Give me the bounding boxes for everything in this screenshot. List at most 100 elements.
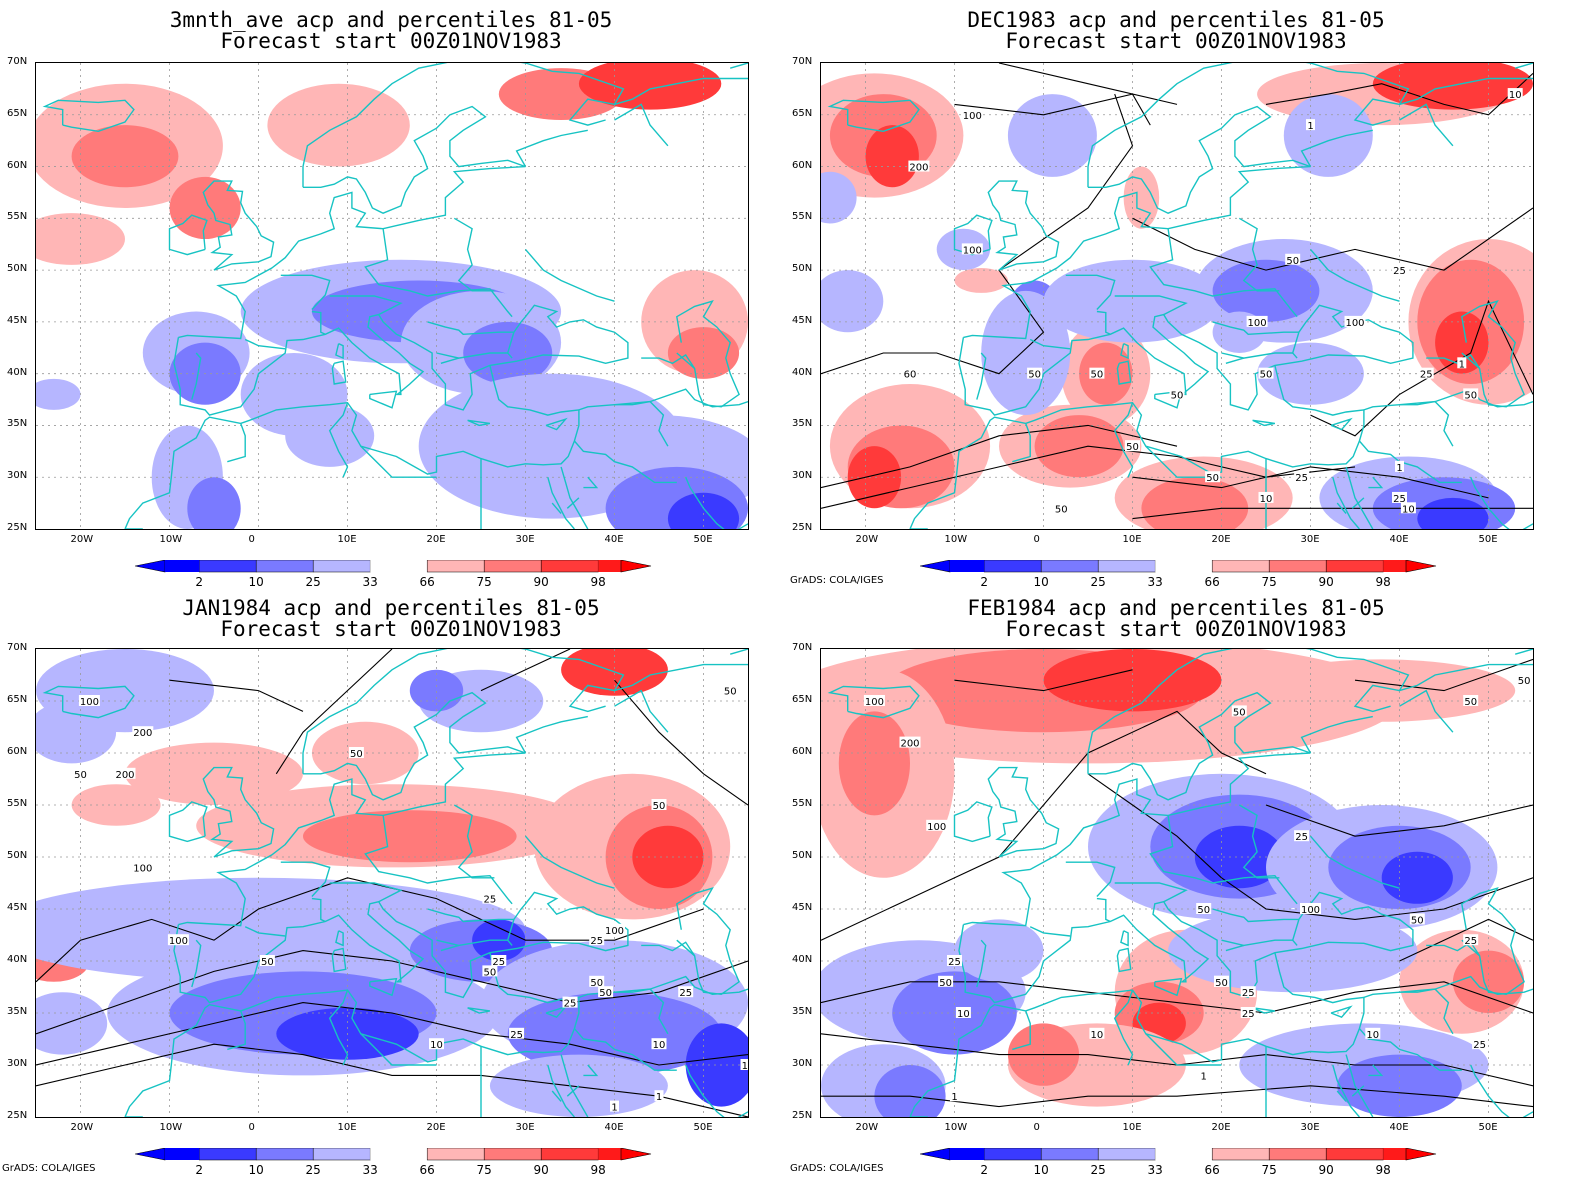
contour-label-text: 200	[133, 728, 152, 739]
contour-label-bg	[1214, 975, 1229, 987]
coastline	[1065, 861, 1116, 897]
coastline	[1470, 476, 1533, 529]
coastline	[453, 804, 495, 879]
coastline	[1461, 887, 1525, 996]
colorbar-label: 25	[306, 575, 321, 589]
lon-label: 0	[248, 1122, 255, 1133]
coastline	[1399, 77, 1533, 106]
colorbar-label: 98	[591, 575, 606, 589]
contour-label-text: 100	[80, 697, 99, 708]
colorbar-box	[165, 1148, 200, 1160]
lon-label: 40E	[604, 1122, 624, 1133]
coastline	[583, 476, 599, 489]
coastline	[1114, 882, 1188, 903]
contour-label-bg	[961, 243, 983, 255]
contour-label: 50	[1463, 388, 1479, 401]
lat-label: 30N	[792, 470, 813, 482]
contour-label: 1	[610, 1100, 619, 1114]
lon-label: 10E	[337, 1122, 357, 1133]
colorbar-label: 33	[1148, 1163, 1163, 1177]
coastline	[1330, 1005, 1353, 1019]
coastline	[1087, 649, 1410, 774]
contour-label-text: 25	[1473, 1040, 1486, 1051]
coastline	[1399, 400, 1454, 447]
contour-label-text: 50	[599, 988, 612, 999]
percentile-area	[981, 290, 1071, 416]
lat-label: 40N	[7, 954, 28, 965]
contour-label-text: 10	[1366, 1030, 1379, 1041]
contour-label-bg	[899, 736, 921, 748]
lat-label: 25N	[792, 1110, 813, 1121]
percentile-area	[865, 125, 919, 188]
lat-label: 35N	[792, 1006, 813, 1017]
contour-label: 25	[1294, 471, 1310, 484]
lat-label: 25N	[7, 1110, 28, 1121]
contour-label-text: 50	[1028, 370, 1041, 381]
contour-label-bg	[651, 1038, 667, 1050]
coastline	[1515, 649, 1533, 655]
coastline	[427, 321, 514, 336]
contour-label: 25	[1392, 491, 1407, 505]
contour-label-bg	[955, 1007, 971, 1018]
colorbar-label: 75	[477, 575, 492, 589]
coastline	[560, 1054, 589, 1117]
coastline	[551, 502, 562, 514]
contour-line	[821, 424, 1178, 489]
coastline	[178, 752, 526, 927]
coastline	[1363, 975, 1533, 999]
coastline	[566, 497, 580, 509]
coastline	[427, 908, 514, 923]
contour-label: 25	[1463, 934, 1479, 947]
contour-line	[998, 63, 1178, 105]
contour-label: 100	[78, 695, 100, 708]
coastline	[1309, 835, 1400, 889]
percentile-area	[685, 1023, 748, 1107]
map-panel: 3mnth_ave acp and percentiles 81-05 Forec…	[0, 0, 790, 589]
lon-label: 20W	[70, 1122, 94, 1133]
colorbar-box	[255, 1148, 314, 1161]
percentile-area	[36, 992, 108, 1055]
contour-label-text: 10	[430, 1040, 443, 1051]
contour-label-text: 10	[1091, 1030, 1104, 1041]
contour-label-bg	[78, 695, 100, 706]
coastline	[173, 304, 629, 416]
coastline	[369, 977, 398, 997]
percentile-area	[1043, 259, 1222, 343]
coastline	[573, 440, 677, 484]
colorbar-label: 75	[1262, 1163, 1277, 1177]
lon-label: 20E	[426, 1122, 446, 1133]
coastline	[583, 1064, 599, 1077]
coastline	[1065, 274, 1116, 310]
percentile-area	[1435, 311, 1489, 374]
coastline	[515, 715, 588, 754]
coastline	[303, 691, 526, 801]
lon-label: 50E	[1478, 534, 1498, 545]
credit-text: GrADS: COLA/IGES	[790, 575, 884, 586]
coastline	[1096, 310, 1111, 335]
colorbar-label: 75	[477, 1163, 492, 1177]
contour-label-bg	[678, 986, 694, 998]
coastline	[331, 947, 347, 973]
contour-label-bg	[1240, 986, 1256, 998]
coastline	[1252, 1007, 1276, 1014]
colorbar-box	[312, 560, 371, 573]
coastline	[614, 103, 669, 147]
contour-label-bg	[562, 996, 578, 1008]
coastline	[1029, 926, 1071, 937]
coastline	[560, 466, 589, 529]
contour-label: 50	[1285, 253, 1301, 267]
percentile-area	[1248, 659, 1516, 722]
contour-label: 100	[926, 819, 948, 833]
contour-label: 50	[482, 965, 498, 978]
contour-label: 25	[1418, 367, 1434, 381]
map-area	[35, 62, 749, 530]
contour-label: 100	[132, 861, 154, 874]
coastline	[1113, 989, 1134, 1066]
contour-label-text: 200	[115, 770, 134, 781]
panel-subtitle: Forecast start 00Z01NOV1983	[1005, 617, 1347, 641]
colorbar-box	[1155, 1148, 1213, 1160]
lat-label: 45N	[7, 314, 28, 326]
contour-label: 50	[1125, 440, 1140, 453]
colorbar-box	[983, 1148, 1042, 1161]
contour-label-bg	[863, 695, 885, 706]
